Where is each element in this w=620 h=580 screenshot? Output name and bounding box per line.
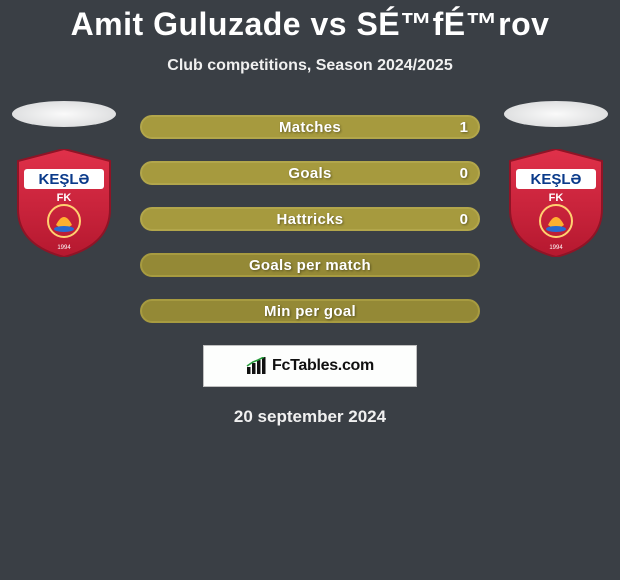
stat-label: Hattricks (277, 211, 344, 228)
player-left-avatar-placeholder (12, 101, 116, 127)
stat-bar-min-per-goal: Min per goal (140, 299, 480, 323)
stat-label: Min per goal (264, 303, 356, 320)
stat-label: Goals per match (249, 257, 371, 274)
source-logo-box: FcTables.com (203, 345, 417, 387)
svg-text:KEŞLƏ: KEŞLƏ (531, 171, 582, 188)
badge-sub-text: FK (57, 192, 72, 204)
shield-icon: KEŞLƏ FK 1994 (506, 149, 606, 257)
stat-bar-goals-per-match: Goals per match (140, 253, 480, 277)
stat-value-right: 0 (460, 211, 468, 228)
player-right-column: KEŞLƏ FK 1994 (496, 101, 616, 257)
player-left-column: KEŞLƏ FK 1994 (4, 101, 124, 257)
stat-bar-hattricks: Hattricks 0 (140, 207, 480, 231)
stat-bars: Matches 1 Goals 0 Hattricks 0 Goals per … (140, 115, 480, 323)
logo-text: FcTables.com (272, 357, 374, 375)
stat-bar-matches: Matches 1 (140, 115, 480, 139)
player-left-club-badge: KEŞLƏ FK 1994 (14, 149, 114, 257)
stat-value-right: 1 (460, 119, 468, 136)
page-title: Amit Guluzade vs SÉ™fÉ™rov (0, 0, 620, 43)
bar-chart-icon (246, 357, 268, 375)
comparison-panel: KEŞLƏ FK 1994 KEŞLƏ F (0, 115, 620, 427)
stat-label: Goals (288, 165, 331, 182)
shield-icon: KEŞLƏ FK 1994 (14, 149, 114, 257)
date-text: 20 september 2024 (0, 407, 620, 427)
stat-value-right: 0 (460, 165, 468, 182)
stat-label: Matches (279, 119, 341, 136)
fctables-logo: FcTables.com (246, 357, 374, 375)
stat-bar-goals: Goals 0 (140, 161, 480, 185)
player-right-avatar-placeholder (504, 101, 608, 127)
svg-text:1994: 1994 (549, 245, 563, 251)
badge-name-text: KEŞLƏ (39, 171, 90, 188)
subtitle: Club competitions, Season 2024/2025 (0, 57, 620, 75)
player-right-club-badge: KEŞLƏ FK 1994 (506, 149, 606, 257)
svg-text:FK: FK (549, 192, 564, 204)
svg-text:1994: 1994 (57, 245, 71, 251)
